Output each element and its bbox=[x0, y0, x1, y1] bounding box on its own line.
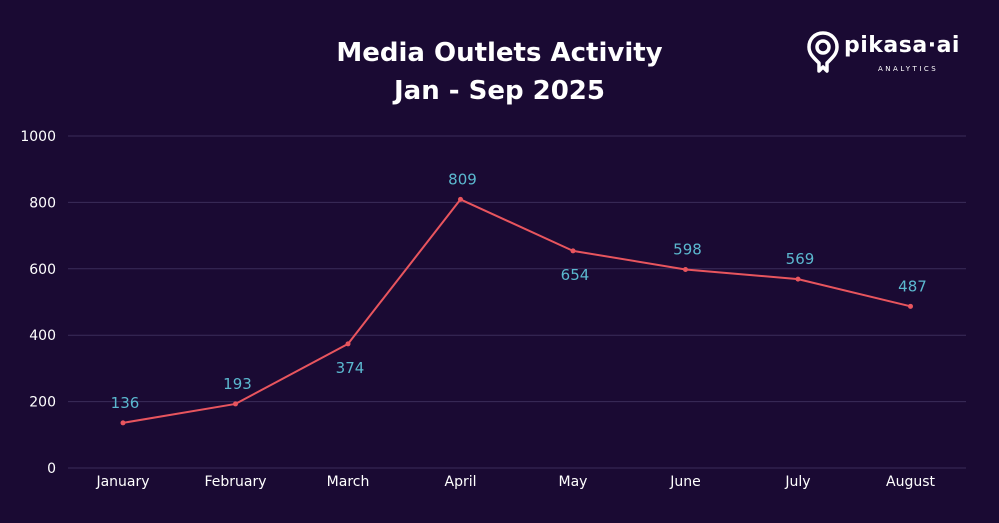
x-tick-label: July bbox=[784, 474, 810, 490]
x-tick-label: February bbox=[204, 474, 266, 490]
data-label: 569 bbox=[786, 250, 815, 268]
series-line bbox=[122, 198, 911, 424]
data-point bbox=[233, 401, 238, 407]
x-tick-label: August bbox=[886, 474, 936, 490]
x-axis-tick-labels: January February March April May June July Augu… bbox=[95, 474, 935, 490]
y-axis-tick-labels: 0 200 400 600 800 1000 bbox=[20, 129, 56, 477]
data-labels: 136 193 374 809 654 598 569 487 bbox=[111, 170, 927, 411]
y-tick-label: 200 bbox=[29, 395, 56, 411]
data-point bbox=[120, 420, 126, 426]
logo-text: pikasa·ai bbox=[844, 33, 960, 58]
chart-title-line1: Media Outlets Activity bbox=[336, 38, 663, 68]
logo-subtitle: ANALYTICS bbox=[878, 65, 939, 73]
brand-logo: pikasa·ai ANALYTICS bbox=[806, 30, 976, 78]
y-tick-label: 0 bbox=[47, 461, 56, 477]
chart-title-line2: Jan - Sep 2025 bbox=[393, 76, 605, 106]
data-label: 374 bbox=[336, 359, 365, 377]
data-point bbox=[458, 196, 463, 202]
data-point bbox=[908, 303, 913, 309]
data-point bbox=[795, 276, 801, 282]
series-line-group bbox=[122, 198, 911, 424]
x-tick-label: January bbox=[95, 474, 149, 490]
data-point bbox=[570, 248, 576, 254]
y-tick-label: 600 bbox=[29, 262, 56, 278]
x-tick-label: March bbox=[327, 474, 370, 490]
data-label: 598 bbox=[673, 240, 702, 258]
data-point bbox=[683, 266, 688, 272]
data-points bbox=[120, 196, 913, 426]
grid-lines bbox=[68, 135, 966, 469]
data-label: 193 bbox=[223, 375, 252, 393]
data-label: 136 bbox=[111, 394, 140, 412]
y-tick-label: 800 bbox=[29, 195, 56, 211]
chart-title: Media Outlets Activity Jan - Sep 2025 bbox=[0, 34, 999, 110]
x-tick-label: June bbox=[669, 474, 701, 490]
data-label: 809 bbox=[448, 170, 477, 188]
y-tick-label: 400 bbox=[29, 328, 56, 344]
y-tick-label: 1000 bbox=[20, 129, 56, 145]
data-label: 487 bbox=[898, 277, 927, 295]
x-tick-label: April bbox=[445, 474, 477, 490]
data-label: 654 bbox=[561, 266, 590, 284]
data-point bbox=[345, 341, 351, 347]
location-pin-icon bbox=[807, 31, 839, 73]
x-tick-label: May bbox=[559, 474, 588, 490]
